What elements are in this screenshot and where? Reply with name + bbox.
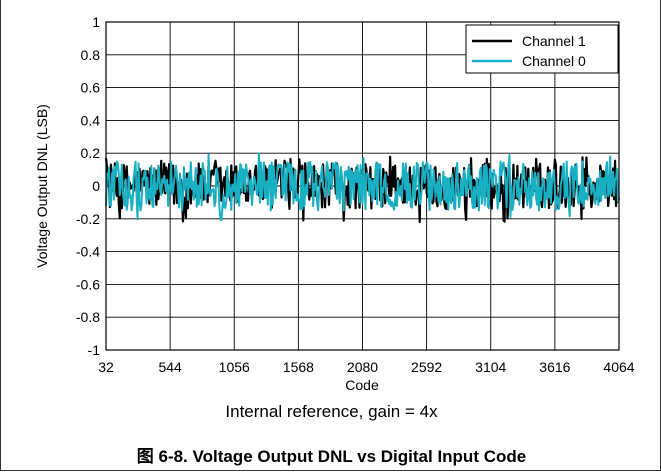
y-tick-label: -0.6 [76, 276, 100, 292]
x-axis-label: Code [345, 377, 379, 393]
x-tick-label: 3104 [475, 359, 506, 375]
x-tick-label: 1568 [283, 359, 314, 375]
x-tick-label: 3616 [539, 359, 570, 375]
legend-label: Channel 1 [522, 33, 586, 49]
x-tick-label: 32 [98, 359, 114, 375]
y-tick-label: 0.2 [81, 145, 101, 161]
y-tick-label: -0.8 [76, 309, 100, 325]
series-line-channel-0 [105, 152, 620, 222]
x-tick-label: 1056 [219, 359, 250, 375]
y-tick-label: 0.8 [81, 47, 101, 63]
y-tick-label: 0.4 [81, 112, 101, 128]
y-tick-label: 0.6 [81, 80, 101, 96]
figure-caption: 图 6-8. Voltage Output DNL vs Digital Inp… [136, 447, 527, 466]
y-tick-label: -1 [88, 342, 101, 358]
x-tick-label: 544 [158, 359, 182, 375]
series-layer [104, 152, 621, 224]
x-tick-labels: 32 544 1056 1568 2080 2592 3104 3616 4064 [98, 359, 635, 375]
plot-border [105, 21, 620, 351]
legend-box [465, 24, 619, 74]
y-tick-label: 0 [92, 178, 100, 194]
x-tick-label: 2080 [347, 359, 378, 375]
y-axis-label: Voltage Output DNL (LSB) [34, 104, 50, 268]
dnl-chart: 1 0.8 0.6 0.4 0.2 0 -0.2 -0.4 -0.6 -0.8 -1 32 544 10… [34, 14, 635, 393]
y-tick-label: -0.4 [76, 244, 100, 260]
x-tick-label: 4064 [603, 359, 634, 375]
y-tick-label: -0.2 [76, 211, 100, 227]
x-tick-label: 2592 [411, 359, 442, 375]
legend-label: Channel 0 [522, 53, 586, 69]
legend: Channel 1 Channel 0 [465, 24, 619, 74]
chart-note: Internal reference, gain = 4x [225, 402, 438, 421]
grid-lines [106, 22, 619, 350]
y-tick-labels: 1 0.8 0.6 0.4 0.2 0 -0.2 -0.4 -0.6 -0.8 -1 [76, 14, 100, 358]
y-tick-label: 1 [92, 14, 100, 30]
